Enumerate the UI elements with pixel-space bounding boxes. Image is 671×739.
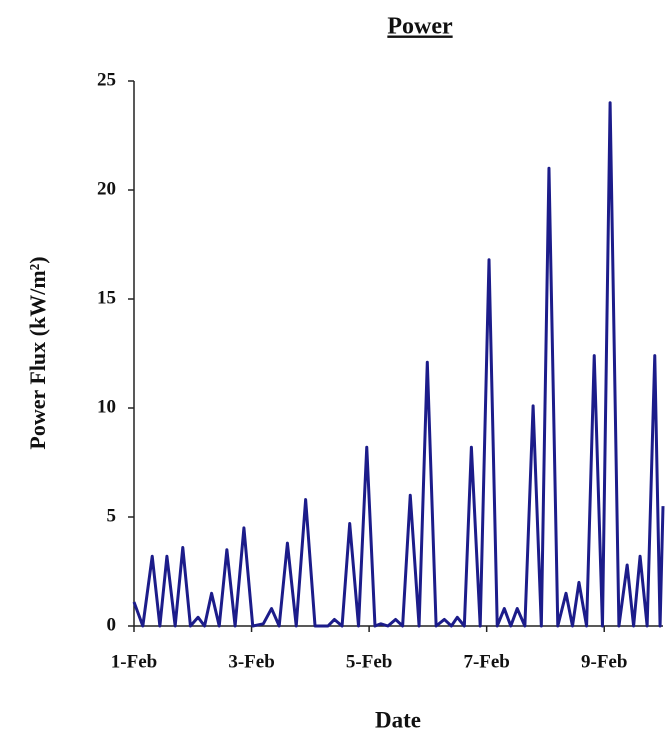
x-tick-label: 5-Feb bbox=[346, 651, 392, 672]
x-tick-label: 7-Feb bbox=[463, 651, 509, 672]
y-tick-label: 20 bbox=[97, 178, 116, 199]
x-tick-label: 1-Feb bbox=[111, 651, 157, 672]
y-tick-label: 25 bbox=[97, 69, 116, 90]
chart-title: Power bbox=[387, 14, 453, 40]
x-axis-label: Date bbox=[375, 707, 421, 732]
y-tick-label: 5 bbox=[107, 505, 117, 526]
y-axis-label: Power Flux (kW/m²) bbox=[25, 256, 50, 449]
x-tick-label: 9-Feb bbox=[581, 651, 627, 672]
x-tick-label: 3-Feb bbox=[228, 651, 274, 672]
y-tick-label: 10 bbox=[97, 396, 116, 417]
data-line bbox=[132, 101, 665, 628]
y-tick-label: 15 bbox=[97, 287, 116, 308]
y-tick-label: 0 bbox=[107, 614, 117, 635]
